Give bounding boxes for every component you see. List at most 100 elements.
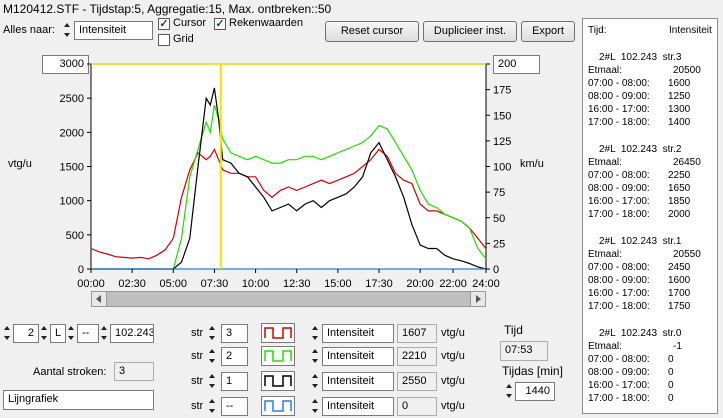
series-color-swatch[interactable] bbox=[261, 346, 295, 366]
str-field[interactable]: -- bbox=[221, 397, 248, 416]
rp-hour-label: 07:00 - 08:00: bbox=[588, 262, 650, 273]
str-field[interactable]: 2 bbox=[221, 347, 248, 366]
rp-block-id: 2#L 102.243 str.1 bbox=[599, 236, 682, 247]
y-right-tick-label: 150 bbox=[493, 110, 511, 122]
series-color-swatch[interactable] bbox=[261, 396, 295, 416]
rp-block-id: 2#L 102.243 str.3 bbox=[599, 52, 682, 63]
alles-naar-field[interactable]: Intensiteit bbox=[74, 21, 153, 40]
value-field: 0 bbox=[397, 397, 437, 416]
type-field[interactable]: Intensiteit bbox=[322, 347, 394, 366]
export-button[interactable]: Export bbox=[521, 21, 575, 42]
rp-hour-label: 08:00 - 09:00: bbox=[588, 91, 650, 102]
alles-naar-spinner[interactable] bbox=[63, 21, 72, 39]
rp-hour-label: 16:00 - 17:00: bbox=[588, 196, 650, 207]
rp-hour-value: 1600 bbox=[668, 78, 691, 89]
x-tick-label: 00:00 bbox=[77, 278, 105, 290]
loc-num-field[interactable]: 2 bbox=[13, 324, 39, 343]
rp-etmaal-value: -1 bbox=[673, 341, 682, 352]
reset-cursor-button[interactable]: Reset cursor bbox=[325, 21, 419, 42]
loc-num-spinner-2[interactable] bbox=[40, 324, 49, 342]
type-spinner[interactable] bbox=[311, 324, 320, 342]
tijdas-field[interactable]: 1440 bbox=[515, 382, 555, 401]
tijdas-label: Tijdas [min] bbox=[502, 364, 563, 378]
rekenwaarden-panel[interactable]: Tijd: Intensiteit 2#L 102.243 str.3 Etmaal:… bbox=[582, 18, 718, 414]
rp-hour-value: 1300 bbox=[668, 104, 691, 115]
str-field[interactable]: 1 bbox=[221, 372, 248, 391]
y-right-tick-label: 175 bbox=[493, 85, 511, 97]
str-spinner[interactable] bbox=[208, 347, 217, 365]
type-field[interactable]: Intensiteit bbox=[322, 324, 394, 343]
value-field: 1607 bbox=[397, 324, 437, 343]
type-spinner[interactable] bbox=[311, 347, 320, 365]
rp-header-tijd: Tijd: bbox=[588, 25, 607, 36]
series-color-swatch[interactable] bbox=[261, 323, 295, 343]
loc-km-field[interactable]: 102.243 bbox=[110, 324, 154, 343]
str-spinner[interactable] bbox=[208, 372, 217, 390]
tijd-field: 07:53 bbox=[500, 341, 548, 361]
type-spinner[interactable] bbox=[311, 397, 320, 415]
y-left-tick-label: 2500 bbox=[60, 93, 84, 105]
cursor-checkbox[interactable]: ✓ bbox=[158, 18, 170, 30]
rp-hour-value: 1850 bbox=[668, 196, 691, 207]
rp-hour-value: 0 bbox=[668, 393, 674, 404]
type-field[interactable]: Intensiteit bbox=[322, 372, 394, 391]
rp-hour-value: 1250 bbox=[668, 91, 691, 102]
unit-label: vtg/u bbox=[441, 327, 465, 339]
x-tick-label: 20:00 bbox=[406, 278, 434, 290]
rekenwaarden-checkbox[interactable]: ✓ bbox=[214, 18, 226, 30]
series-color-swatch[interactable] bbox=[261, 371, 295, 391]
type-spinner[interactable] bbox=[311, 372, 320, 390]
y-max-left-field[interactable]: 3000 bbox=[42, 55, 89, 74]
cursor-label: Cursor bbox=[173, 17, 207, 29]
loc-num-spinner[interactable] bbox=[3, 324, 12, 342]
loc-side-spinner[interactable] bbox=[67, 324, 76, 342]
grid-checkbox[interactable] bbox=[158, 34, 170, 46]
rp-hour-label: 17:00 - 18:00: bbox=[588, 301, 650, 312]
rp-hour-value: 1750 bbox=[668, 301, 691, 312]
unit-label: vtg/u bbox=[441, 350, 465, 362]
x-tick-label: 10:00 bbox=[242, 278, 270, 290]
rp-hour-label: 07:00 - 08:00: bbox=[588, 354, 650, 365]
rp-hour-label: 17:00 - 18:00: bbox=[588, 393, 650, 404]
y-right-tick-label: 75 bbox=[493, 187, 505, 199]
grafiektype-field[interactable]: Lijngrafiek bbox=[3, 390, 154, 410]
type-field[interactable]: Intensiteit bbox=[322, 397, 394, 416]
rp-etmaal-label: Etmaal: bbox=[588, 157, 622, 168]
y-max-right-field[interactable]: 200 bbox=[493, 55, 540, 74]
rekenwaarden-label: Rekenwaarden bbox=[229, 17, 303, 29]
unit-label: vtg/u bbox=[441, 400, 465, 412]
x-tick-label: 17:30 bbox=[365, 278, 393, 290]
unit-label: vtg/u bbox=[441, 375, 465, 387]
rp-block: 2#L 102.243 str.2 Etmaal: 26450 07:00 - 08:… bbox=[588, 143, 717, 221]
tijd-label: Tijd bbox=[504, 323, 523, 337]
y-right-tick-label: 100 bbox=[493, 162, 511, 174]
rp-header-intensiteit: Intensiteit bbox=[669, 25, 712, 36]
rp-hour-value: 0 bbox=[668, 354, 674, 365]
str-label: str bbox=[191, 400, 204, 412]
str-spinner[interactable] bbox=[208, 397, 217, 415]
rp-block-id: 2#L 102.243 str.0 bbox=[599, 328, 682, 339]
loc-dash-spinner[interactable] bbox=[100, 324, 109, 342]
rp-etmaal-label: Etmaal: bbox=[588, 65, 622, 76]
dupliceer-button[interactable]: Duplicieer inst. bbox=[423, 21, 517, 42]
x-tick-label: 02:30 bbox=[118, 278, 146, 290]
rp-hour-label: 08:00 - 09:00: bbox=[588, 275, 650, 286]
time-scrollbar[interactable] bbox=[91, 291, 486, 307]
scroll-left-arrow[interactable] bbox=[92, 292, 107, 306]
loc-side-field[interactable]: L bbox=[50, 324, 66, 343]
rp-etmaal-value: 20500 bbox=[673, 65, 701, 76]
str-label: str bbox=[191, 327, 204, 339]
loc-dash-field[interactable]: -- bbox=[77, 324, 99, 343]
rp-etmaal-value: 20550 bbox=[673, 249, 701, 260]
str-spinner[interactable] bbox=[208, 324, 217, 342]
rp-hour-value: 0 bbox=[668, 380, 674, 391]
y-left-tick-label: 1000 bbox=[60, 196, 84, 208]
x-tick-label: 22:00 bbox=[439, 278, 467, 290]
plot-area bbox=[90, 63, 487, 270]
rp-hour-value: 2450 bbox=[668, 262, 691, 273]
tijdas-spinner[interactable] bbox=[505, 382, 514, 400]
str-field[interactable]: 3 bbox=[221, 324, 248, 343]
rp-etmaal-value: 26450 bbox=[673, 157, 701, 168]
scroll-right-arrow[interactable] bbox=[470, 292, 485, 306]
